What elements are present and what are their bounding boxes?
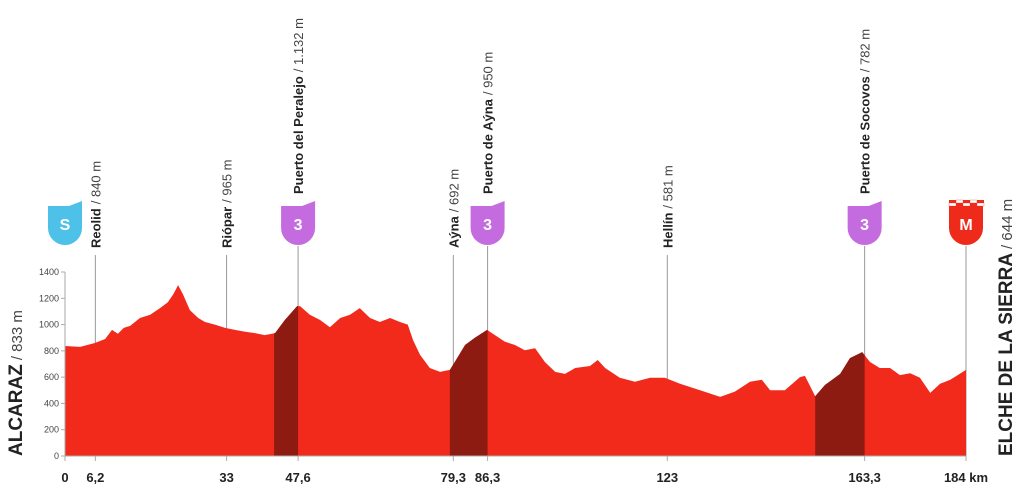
climb-shading xyxy=(449,285,488,456)
waypoint-name: Aýna xyxy=(446,215,461,248)
finish-name: ELCHE DE LA SIERRA xyxy=(996,253,1017,456)
y-tick-label: 800 xyxy=(44,346,59,356)
badge-check xyxy=(969,199,978,204)
waypoint-label: Puerto de Aýna / 950 m xyxy=(481,52,496,194)
x-tick-label: 47,6 xyxy=(285,470,310,485)
waypoint-altitude: / 840 m xyxy=(88,161,103,204)
start-label: ALCARAZ / 833 m xyxy=(6,310,27,456)
waypoint-altitude: / 782 m xyxy=(858,29,873,72)
x-tick-label: 0 xyxy=(61,470,68,485)
waypoint-altitude: / 581 m xyxy=(660,165,675,208)
badge-flag xyxy=(69,201,82,206)
start-altitude: / 833 m xyxy=(9,310,26,360)
badge-label: 3 xyxy=(860,217,869,234)
waypoint-altitude: / 950 m xyxy=(481,52,496,95)
x-tick-label: 86,3 xyxy=(475,470,500,485)
badge-flag xyxy=(491,201,505,206)
badge-check xyxy=(963,200,970,203)
waypoint-label: Hellín / 581 m xyxy=(660,165,675,248)
waypoint-altitude: / 1.132 m xyxy=(291,18,306,72)
y-tick-label: 0 xyxy=(54,451,59,461)
waypoint-label: Reolid / 840 m xyxy=(88,161,103,248)
waypoint-name: Hellín xyxy=(660,213,675,248)
x-tick-label: 79,3 xyxy=(441,470,466,485)
waypoint-name: Puerto de Aýna xyxy=(481,98,496,194)
finish-altitude: / 644 m xyxy=(999,199,1016,249)
badge-check xyxy=(976,202,985,207)
badge xyxy=(949,206,983,245)
badge xyxy=(281,206,316,245)
y-tick-label: 1400 xyxy=(39,267,59,277)
badge-check xyxy=(949,200,956,203)
waypoint-name: Puerto del Peralejo xyxy=(291,76,306,194)
badge-flag xyxy=(868,201,882,206)
badge-label: M xyxy=(959,217,972,234)
y-tick-label: 1000 xyxy=(39,320,59,330)
badge-check xyxy=(955,199,964,204)
climb-shading xyxy=(815,285,865,456)
waypoint-label: Riópar / 965 m xyxy=(220,159,235,248)
waypoint-label: Aýna / 692 m xyxy=(446,169,461,248)
x-tick-label: 184 km xyxy=(944,470,988,485)
waypoint-label: Puerto de Socovos / 782 m xyxy=(858,29,873,194)
x-tick-label: 6,2 xyxy=(86,470,104,485)
waypoint-name: Riópar xyxy=(220,207,235,248)
y-tick-label: 600 xyxy=(44,372,59,382)
x-tick-label: 33 xyxy=(219,470,233,485)
y-tick-label: 1200 xyxy=(39,293,59,303)
finish-label: ELCHE DE LA SIERRA / 644 m xyxy=(996,199,1017,456)
badge-check xyxy=(970,203,977,206)
badge-check xyxy=(948,202,957,207)
badge-flag xyxy=(302,201,316,206)
badge-check xyxy=(962,202,971,207)
waypoint-label: Puerto del Peralejo / 1.132 m xyxy=(291,18,306,194)
badge-label: S xyxy=(60,217,71,234)
x-tick-label: 163,3 xyxy=(848,470,881,485)
badge xyxy=(470,206,505,245)
y-tick-label: 400 xyxy=(44,398,59,408)
waypoint-altitude: / 692 m xyxy=(446,169,461,212)
badge xyxy=(847,206,882,245)
y-tick-label: 200 xyxy=(44,425,59,435)
badge-label: 3 xyxy=(483,217,492,234)
waypoint-name: Puerto de Socovos xyxy=(858,76,873,194)
badge-label: 3 xyxy=(294,217,303,234)
badge xyxy=(48,206,82,245)
x-tick-label: 123 xyxy=(656,470,678,485)
start-name: ALCARAZ xyxy=(6,364,27,456)
waypoint-name: Reolid xyxy=(88,208,103,248)
climb-shading xyxy=(274,285,299,456)
waypoint-altitude: / 965 m xyxy=(220,159,235,202)
badge-check xyxy=(977,200,984,203)
badge-check xyxy=(956,203,963,206)
